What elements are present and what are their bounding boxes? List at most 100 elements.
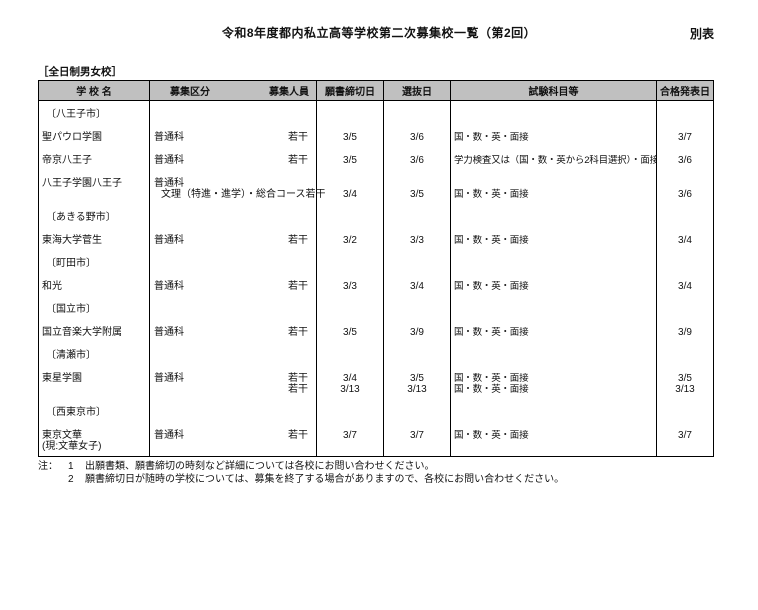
area-label: 〔町田市〕 [46,258,96,269]
area-label: 〔清瀬市〕 [46,350,96,361]
notes-prefix-spacer [38,473,68,486]
cell-division-capacity: 普通科 若干 [150,132,317,155]
announcement-date [657,178,713,189]
subjects-text [451,178,656,189]
area-row: 〔八王子市〕 [39,101,713,132]
area-label: 〔国立市〕 [46,304,96,315]
cell-empty [451,212,657,235]
empty-line [150,212,316,223]
school-name: 東京文華 [42,430,82,441]
col-header-school: 学 校 名 [39,81,150,100]
division-capacity-line: 普通科 [150,178,316,189]
empty-line [317,109,383,120]
col-header-selection-label: 選抜日 [402,87,432,98]
cell-empty [451,101,657,132]
note-text: 願書締切日が随時の学校については、募集を終了する場合がありますので、各校にお問い… [85,474,565,485]
cell-deadline: 3/7 [317,430,384,456]
cell-division-capacity: 普通科 若干 [150,430,317,456]
cell-school-name: 東海大学菅生 [39,235,150,258]
cell-empty [451,258,657,281]
cell-selection-date: 3/3 [384,235,451,258]
selection-date: 3/9 [410,327,424,338]
area-label: 〔あきる野市〕 [46,212,116,223]
cell-announcement: 3/6 [657,178,713,212]
cell-selection-date: 3/5 [384,178,451,212]
note-line: 注： 1 出願書類、願書締切の時刻など詳細については各校にお問い合わせください。 [38,460,564,473]
empty-line [451,212,656,223]
empty-line [451,258,656,269]
capacity-label: 若干 [288,430,308,441]
cell-school-name: 八王子学園八王子 [39,178,150,212]
division-capacity-line: 普通科 若干 [150,235,316,246]
selection-date: 3/3 [410,235,424,246]
empty-line [384,350,450,361]
cell-empty [150,304,317,327]
cell-selection-date: 3/6 [384,132,451,155]
cell-division-capacity: 普通科 文理（特進・進学）・総合コース 若干 [150,178,326,212]
selection-date [384,441,450,452]
division-capacity-line: 普通科 若干 [150,132,316,143]
cell-school-name: 聖パウロ学園 [39,132,150,155]
empty-line [451,407,656,418]
cell-subjects: 国・数・英・面接 [451,132,657,155]
note-line: 2 願書締切日が随時の学校については、募集を終了する場合がありますので、各校にお… [38,473,564,486]
cell-school-name: 東星学園 [39,373,150,407]
cell-division-capacity: 普通科 若干 若干 [150,373,317,407]
empty-line [150,109,316,120]
cell-announcement: 3/9 [657,327,713,350]
notes-prefix: 注： [38,461,58,472]
empty-line [451,304,656,315]
division-label: 文理（特進・進学）・総合コース [161,189,306,200]
division-label: 普通科 [154,235,184,246]
cell-subjects: 国・数・英・面接 [451,327,657,350]
division-capacity-line: 普通科 若干 [150,430,316,441]
cell-empty [317,350,384,373]
capacity-label: 若干 [288,281,308,292]
division-capacity-line: 普通科 若干 [150,373,316,384]
empty-line [150,407,316,418]
section-label: ［全日制男女校］ [38,66,122,78]
cell-empty [384,350,451,373]
cell-area: 〔国立市〕 [39,304,150,327]
col-header-capacity-label: 募集人員 [269,87,309,98]
deadline-date: 3/4 [343,373,357,384]
cell-empty [451,407,657,430]
area-label: 〔西東京市〕 [46,407,106,418]
cell-area: 〔町田市〕 [39,258,150,281]
cell-school-name: 和光 [39,281,150,304]
cell-division-capacity: 普通科 若干 [150,235,317,258]
division-label: 普通科 [154,155,184,166]
cell-deadline: 3/2 [317,235,384,258]
empty-line [657,407,713,418]
cell-empty [451,350,657,373]
cell-empty [657,212,713,235]
deadline-date: 3/5 [343,327,357,338]
subjects-text: 国・数・英・面接 [454,384,529,395]
cell-announcement: 3/4 [657,281,713,304]
cell-deadline: 3/4 3/13 [317,373,384,407]
empty-line [384,258,450,269]
deadline-date: 3/4 [343,189,357,200]
note-text: 出願書類、願書締切の時刻など詳細については各校にお問い合わせください。 [85,461,435,472]
cell-empty [150,350,317,373]
cell-empty [317,407,384,430]
subjects-text [451,441,656,452]
table-row: 国立音楽大学附属 普通科 若干 3/5 3/9 国・数・英・面接 3/9 [39,327,713,350]
col-header-deadline: 願書締切日 [317,81,384,100]
cell-subjects: 国・数・英・面接 [451,178,657,212]
cell-division-capacity: 普通科 若干 [150,155,317,178]
empty-line [317,407,383,418]
deadline-date [317,178,383,189]
school-name: 和光 [42,281,62,292]
col-header-division-capacity: 募集区分 募集人員 [150,81,317,100]
empty-line [150,258,316,269]
selection-date: 3/4 [410,281,424,292]
col-header-selection: 選抜日 [384,81,451,100]
cell-announcement: 3/7 [657,430,713,456]
cell-selection-date: 3/7 [384,430,451,456]
school-name: 聖パウロ学園 [42,132,102,143]
division-capacity-line: 普通科 若干 [150,281,316,292]
cell-area: 〔八王子市〕 [39,101,150,132]
subjects-text: 国・数・英・面接 [454,430,529,441]
